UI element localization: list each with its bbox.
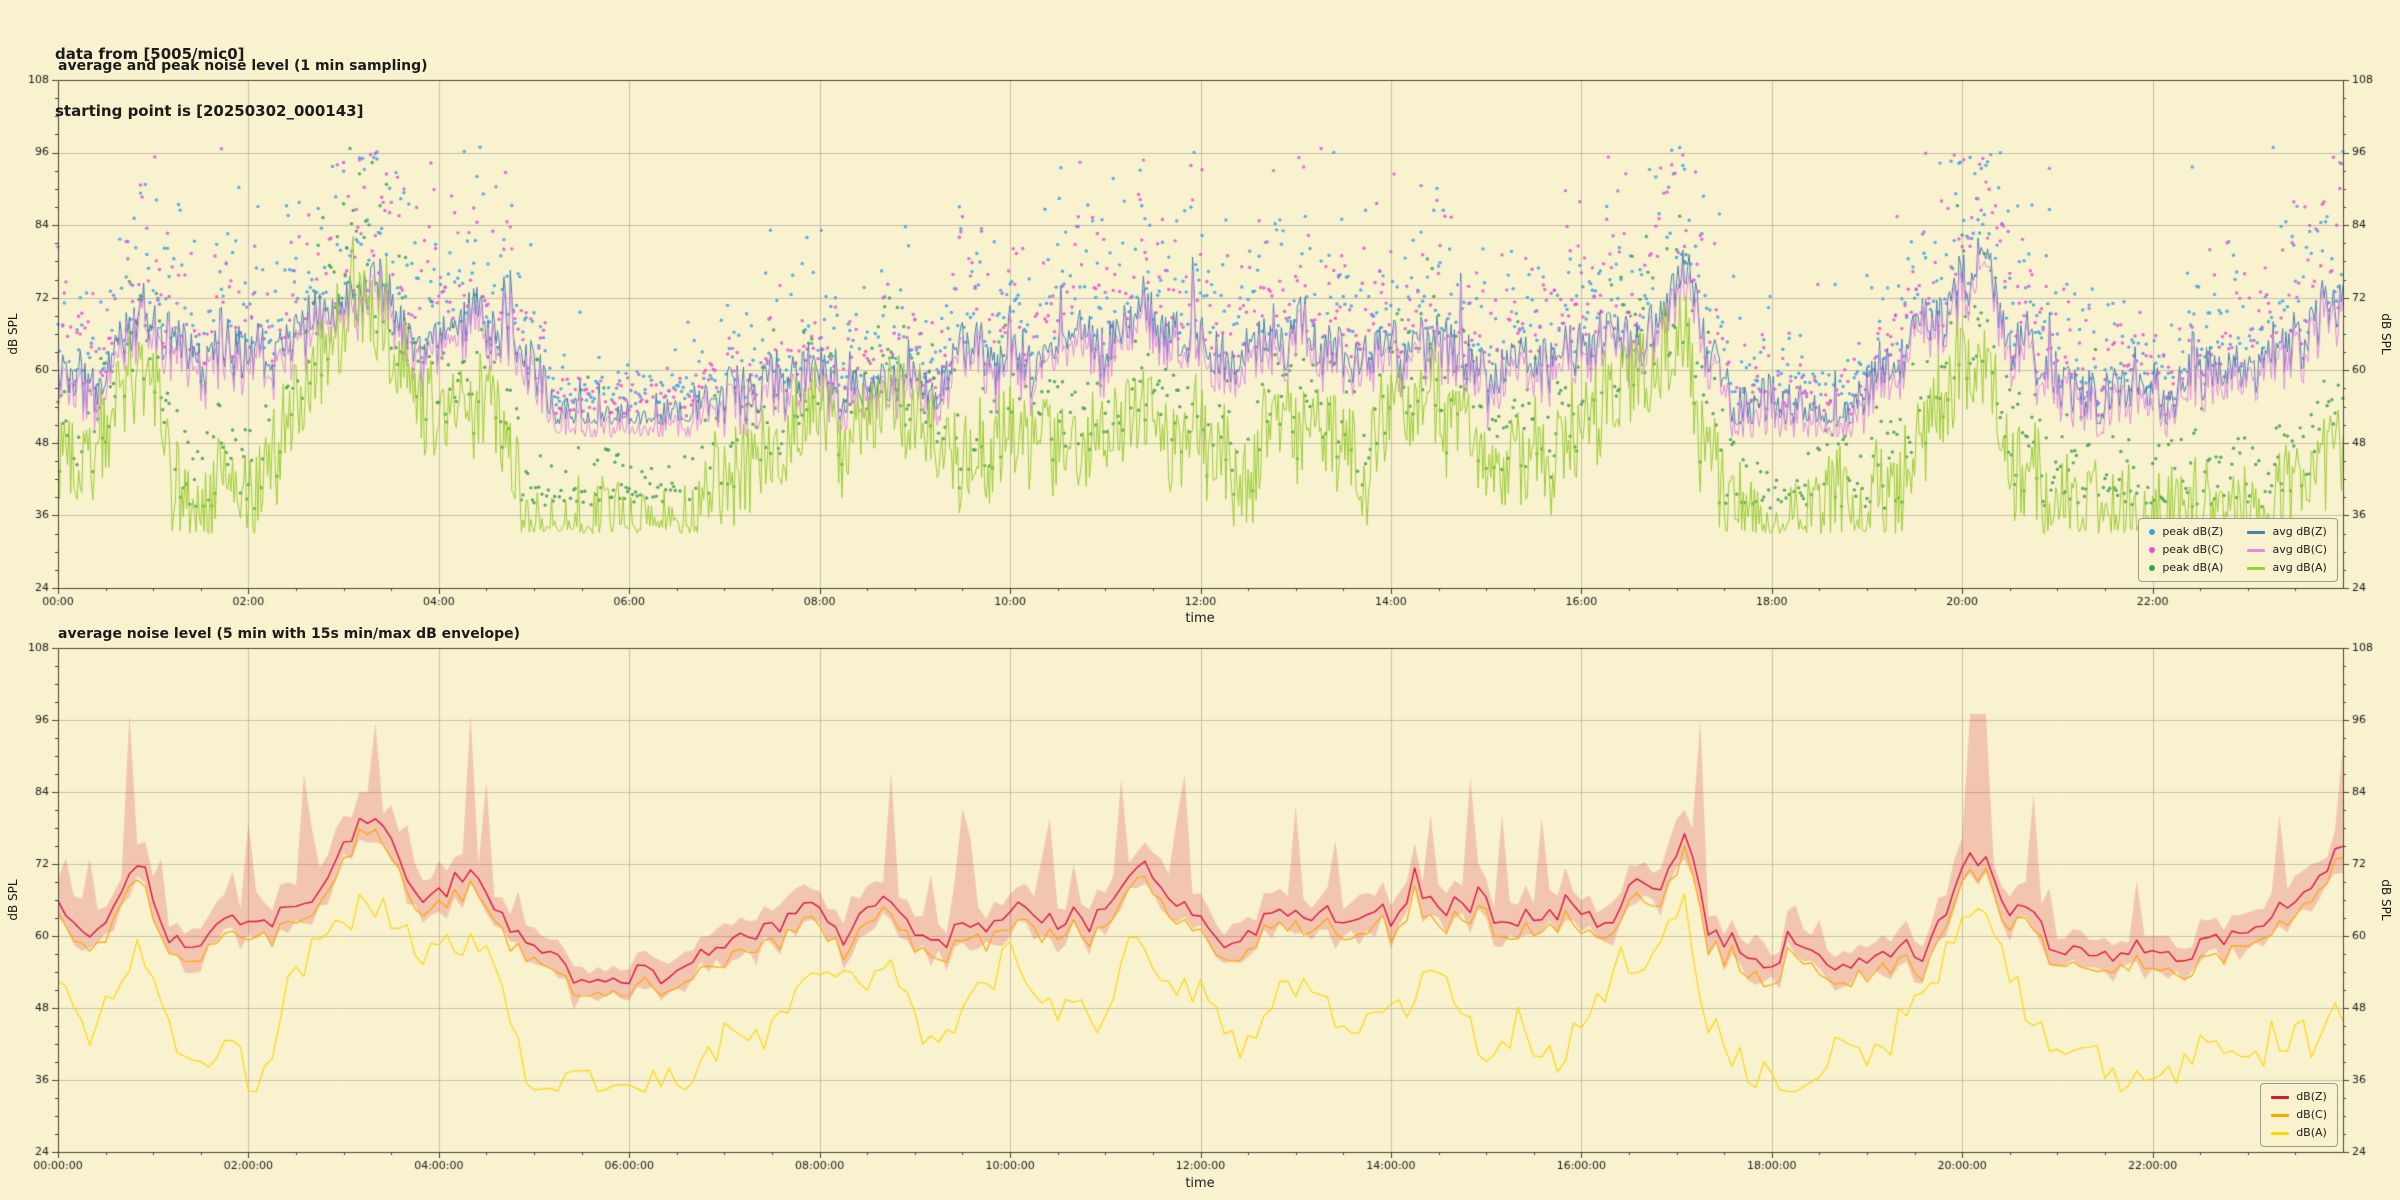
legend-entry-peak-dbc: peak dB(C): [2149, 542, 2223, 558]
peak-dbc-marker-icon: [2149, 547, 2156, 553]
dbz-label: dB(Z): [2296, 1090, 2327, 1103]
avg-dbz-marker-icon: [2247, 530, 2266, 534]
peak-dbz-label: peak dB(Z): [2162, 525, 2224, 538]
dbc-marker-icon: [2271, 1113, 2290, 1117]
legend-entry-peak-dbz: peak dB(Z): [2149, 524, 2223, 540]
top-chart-xlabel: time: [1185, 611, 1215, 626]
bottom-chart-ylabel-right: dB SPL: [2379, 879, 2393, 921]
top-chart-title: average and peak noise level (1 min samp…: [58, 58, 428, 74]
top-chart-ylabel-right: dB SPL: [2379, 313, 2393, 355]
top-chart-ylabel-left: dB SPL: [6, 313, 20, 355]
avg-dbc-marker-icon: [2247, 548, 2266, 552]
header-line-datasource: data from [5005/mic0]: [55, 45, 245, 63]
bottom-chart-legend: dB(Z) dB(C) dB(A): [2260, 1083, 2338, 1147]
legend-entry-dbc: dB(C): [2271, 1107, 2327, 1123]
legend-entry-avg-dbc: avg dB(C): [2247, 542, 2327, 558]
peak-dba-label: peak dB(A): [2162, 561, 2224, 574]
bottom-chart-xlabel: time: [1185, 1176, 1215, 1191]
dbz-marker-icon: [2271, 1095, 2290, 1099]
legend-entry-peak-dba: peak dB(A): [2149, 560, 2223, 576]
peak-dbc-label: peak dB(C): [2162, 543, 2224, 556]
avg-dba-label: avg dB(A): [2272, 561, 2327, 574]
peak-dbz-marker-icon: [2149, 529, 2156, 535]
avg-dbc-label: avg dB(C): [2272, 543, 2327, 556]
legend-entry-dba: dB(A): [2271, 1125, 2327, 1141]
dbc-label: dB(C): [2296, 1108, 2327, 1121]
header: data from [5005/mic0] starting point is …: [55, 7, 363, 140]
top-chart-legend: peak dB(Z) peak dB(C) peak dB(A) avg dB(…: [2138, 518, 2338, 582]
peak-dba-marker-icon: [2149, 565, 2156, 571]
avg-dba-marker-icon: [2247, 566, 2266, 570]
header-line-startpoint: starting point is [20250302_000143]: [55, 102, 364, 120]
dba-label: dB(A): [2296, 1126, 2327, 1139]
dba-marker-icon: [2271, 1131, 2290, 1135]
bottom-chart-ylabel-left: dB SPL: [6, 879, 20, 921]
legend-entry-avg-dbz: avg dB(Z): [2247, 524, 2327, 540]
avg-dbz-label: avg dB(Z): [2272, 525, 2327, 538]
legend-entry-avg-dba: avg dB(A): [2247, 560, 2327, 576]
bottom-chart-title: average noise level (5 min with 15s min/…: [58, 626, 521, 642]
legend-entry-dbz: dB(Z): [2271, 1089, 2327, 1105]
